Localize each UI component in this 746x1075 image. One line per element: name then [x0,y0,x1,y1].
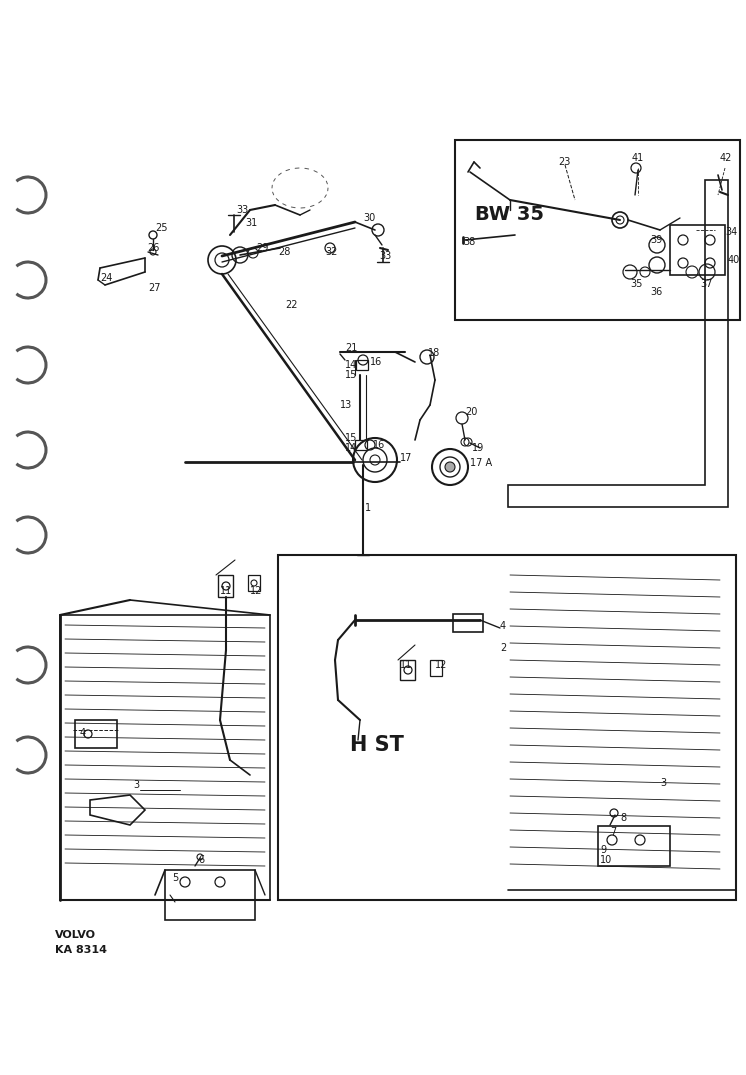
Text: 11: 11 [220,586,232,596]
Text: 33: 33 [379,250,391,261]
Text: 41: 41 [632,153,645,163]
Bar [430,660,442,676]
Bar [670,225,725,275]
Text: 30: 30 [363,213,375,223]
Text: 28: 28 [278,247,290,257]
Circle shape [445,462,455,472]
Bar [453,614,483,632]
Bar [598,826,670,866]
Bar [355,440,367,450]
Text: 1: 1 [365,503,371,513]
Text: 14: 14 [345,360,357,370]
Text: 35: 35 [630,280,642,289]
Bar [455,140,740,320]
Text: 12: 12 [250,586,263,596]
Text: 17: 17 [400,453,413,463]
Text: 4: 4 [80,728,86,739]
Text: 17 A: 17 A [470,458,492,468]
Text: 24: 24 [100,273,113,283]
Text: 37: 37 [700,280,712,289]
Text: 4: 4 [500,621,506,631]
Text: 32: 32 [325,247,337,257]
Text: 6: 6 [198,855,204,865]
Text: 14: 14 [345,443,357,453]
Text: 25: 25 [155,223,168,233]
Text: 15: 15 [345,370,357,379]
Text: 38: 38 [463,236,475,247]
Text: 13: 13 [340,400,352,410]
Text: 29: 29 [256,243,269,253]
Text: 36: 36 [650,287,662,297]
Text: 19: 19 [472,443,484,453]
Text: 31: 31 [245,218,257,228]
Text: 26: 26 [147,243,160,253]
Text: 16: 16 [370,357,382,367]
Text: 40: 40 [728,255,740,266]
Text: 9: 9 [600,845,606,855]
Bar [75,720,117,748]
Text: 2: 2 [500,643,507,653]
Text: 33: 33 [236,205,248,215]
Text: 34: 34 [725,227,737,236]
Text: 23: 23 [558,157,571,167]
Bar [165,870,255,920]
Bar [218,575,233,597]
Text: KA 8314: KA 8314 [55,945,107,955]
Text: 10: 10 [600,855,612,865]
Bar [248,575,260,591]
Text: 21: 21 [345,343,357,353]
Bar [356,360,368,370]
Bar [278,555,736,900]
Text: 3: 3 [660,778,666,788]
Text: 27: 27 [148,283,160,293]
Text: H ST: H ST [350,735,404,755]
Text: 20: 20 [465,407,477,417]
Bar [400,660,415,680]
Text: BW 35: BW 35 [475,205,544,225]
Text: 18: 18 [428,348,440,358]
Text: VOLVO: VOLVO [55,930,96,940]
Text: 15: 15 [345,433,357,443]
Text: 39: 39 [650,235,662,245]
Text: 3: 3 [133,780,139,790]
Text: 16: 16 [373,440,385,450]
Text: 7: 7 [610,827,616,837]
Text: 5: 5 [172,873,178,883]
Text: 42: 42 [720,153,733,163]
Text: 22: 22 [285,300,298,310]
Text: 8: 8 [620,813,626,823]
Text: 12: 12 [435,660,448,670]
Text: 11: 11 [400,660,413,670]
